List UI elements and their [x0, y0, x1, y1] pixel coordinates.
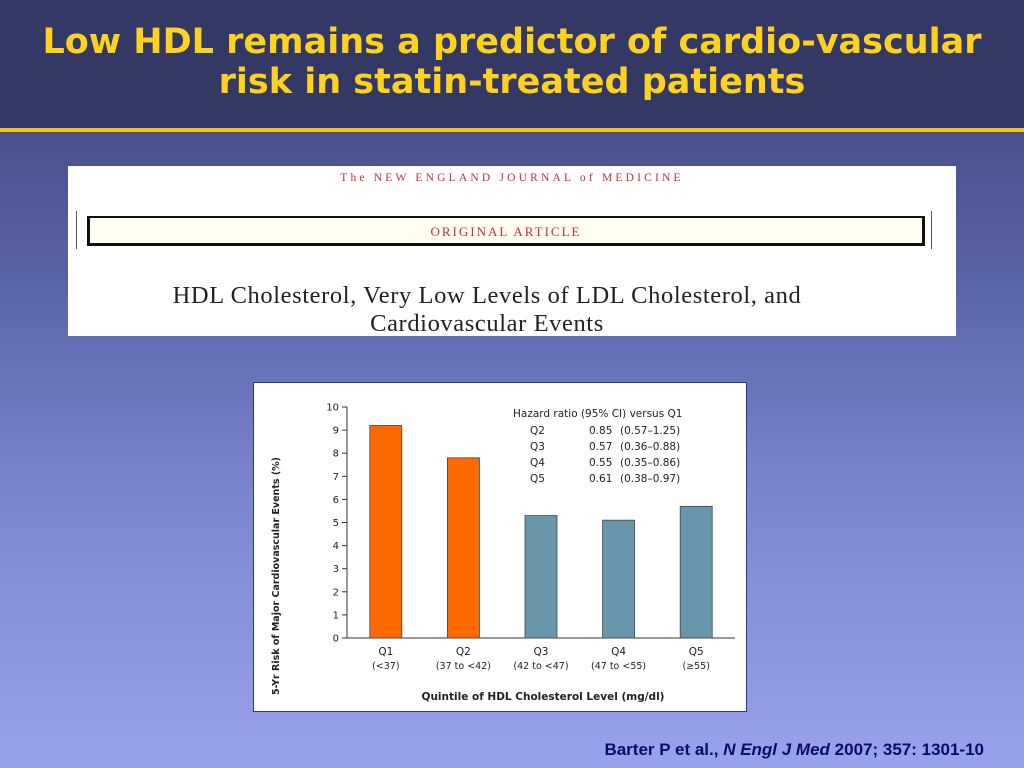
legend-hazard-ratio: 0.57 [589, 441, 612, 453]
y-tick-label: 10 [326, 403, 339, 414]
slide-title: Low HDL remains a predictor of cardio-va… [42, 22, 982, 102]
article-title: HDL Cholesterol, Very Low Levels of LDL … [172, 282, 802, 336]
legend-quintile: Q2 [530, 425, 545, 437]
bar [369, 425, 403, 639]
x-tick-label: Q1 [378, 646, 393, 658]
journal-name: The NEW ENGLAND JOURNAL of MEDICINE [340, 172, 684, 184]
citation-authors: Barter P et al., [604, 740, 724, 759]
x-tick-sublabel: (37 to <42) [436, 661, 491, 672]
y-tick-label: 8 [333, 449, 339, 460]
legend-hazard-ratio: 0.61 [589, 473, 612, 485]
x-tick-sublabel: (42 to <47) [513, 661, 568, 672]
y-tick-label: 6 [333, 495, 339, 506]
y-tick-label: 7 [333, 472, 339, 483]
y-tick-label: 5 [333, 518, 339, 529]
y-tick-label: 0 [333, 634, 339, 645]
x-axis-label: Quintile of HDL Cholesterol Level (mg/dl… [422, 691, 665, 703]
legend-title: Hazard ratio (95% CI) versus Q1 [513, 408, 682, 420]
y-tick-label: 1 [333, 610, 339, 621]
nejm-header-image: The NEW ENGLAND JOURNAL of MEDICINE ORIG… [68, 166, 956, 336]
chart-svg: 5-Yr Risk of Major Cardiovascular Events… [271, 403, 735, 703]
x-tick-sublabel: (47 to <55) [591, 661, 646, 672]
x-tick-sublabel: (<37) [372, 661, 399, 672]
x-tick-label: Q4 [611, 646, 626, 658]
bar [602, 519, 636, 639]
x-tick-label: Q2 [456, 646, 471, 658]
legend-hazard-ratio: 0.55 [589, 457, 612, 469]
bar-chart: 5-Yr Risk of Major Cardiovascular Events… [253, 382, 747, 712]
legend-ci: (0.57–1.25) [620, 425, 680, 437]
x-tick-label: Q3 [534, 646, 549, 658]
legend-quintile: Q4 [530, 457, 545, 469]
y-tick-label: 4 [333, 541, 339, 552]
original-article-frame: ORIGINAL ARTICLE [76, 211, 932, 249]
citation-journal: N Engl J Med [723, 740, 830, 759]
y-tick-label: 3 [333, 564, 339, 575]
legend-ci: (0.35–0.86) [620, 457, 680, 469]
legend-ci: (0.36–0.88) [620, 441, 680, 453]
citation: Barter P et al., N Engl J Med 2007; 357:… [604, 740, 984, 760]
bar [679, 505, 713, 639]
legend-ci: (0.38–0.97) [620, 473, 680, 485]
title-bar: Low HDL remains a predictor of cardio-va… [0, 0, 1024, 132]
y-tick-label: 2 [333, 587, 339, 598]
original-article-box: ORIGINAL ARTICLE [87, 216, 925, 246]
y-axis-label: 5-Yr Risk of Major Cardiovascular Events… [271, 457, 282, 695]
citation-ref: 2007; 357: 1301-10 [829, 740, 984, 759]
bar [446, 457, 480, 639]
legend-quintile: Q3 [530, 441, 545, 453]
legend-quintile: Q5 [530, 473, 545, 485]
bar [524, 515, 558, 639]
original-article-label: ORIGINAL ARTICLE [430, 224, 582, 239]
legend-hazard-ratio: 0.85 [589, 425, 612, 437]
y-tick-label: 9 [333, 426, 339, 437]
x-tick-label: Q5 [689, 646, 704, 658]
x-tick-sublabel: (≥55) [682, 661, 709, 672]
